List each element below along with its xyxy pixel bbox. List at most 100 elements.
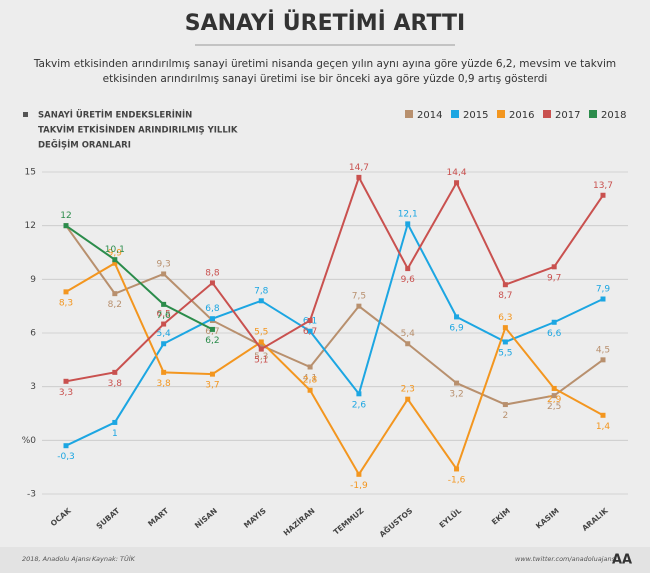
credit: 2018, Anadolu Ajansı xyxy=(22,555,91,563)
point xyxy=(258,343,264,349)
point xyxy=(112,257,118,263)
point xyxy=(551,393,557,399)
series-line xyxy=(65,225,604,406)
value-label: 14,4 xyxy=(447,168,467,178)
point xyxy=(161,271,167,277)
point xyxy=(307,328,313,334)
value-label: 3,3 xyxy=(59,388,73,398)
y-tick-label: 6 xyxy=(30,329,36,339)
value-label: 2 xyxy=(502,411,508,421)
point xyxy=(502,325,508,331)
series-line xyxy=(65,174,604,383)
value-label: 3,2 xyxy=(449,390,463,400)
value-label: 2,8 xyxy=(303,376,318,386)
point xyxy=(258,346,264,352)
point xyxy=(356,303,362,309)
point xyxy=(551,385,557,391)
point xyxy=(209,371,215,377)
value-label: 7,9 xyxy=(596,285,611,295)
point xyxy=(502,282,508,288)
value-label: 6,3 xyxy=(498,313,512,323)
point xyxy=(600,412,606,418)
point xyxy=(112,260,118,266)
point xyxy=(63,378,69,384)
value-label: 4,1 xyxy=(303,373,317,383)
value-label: 7,6 xyxy=(156,311,171,321)
value-label: 7,5 xyxy=(352,292,366,302)
point xyxy=(307,364,313,370)
twitter: www.twitter.com/anadoluajansi xyxy=(515,555,617,563)
value-label: 9,6 xyxy=(401,275,416,285)
value-label: 3,7 xyxy=(205,381,219,391)
title: SANAYİ ÜRETİMİ ARTTI xyxy=(185,10,465,36)
point xyxy=(307,317,313,323)
source: Kaynak: TÜİK xyxy=(92,554,136,563)
legend-label: 2015 xyxy=(463,110,488,121)
value-label: 1 xyxy=(112,429,118,439)
value-label: 5,5 xyxy=(498,348,512,358)
legend-swatch xyxy=(497,110,505,118)
value-label: 6,7 xyxy=(205,327,219,337)
value-label: 6,8 xyxy=(205,304,220,314)
point xyxy=(600,296,606,302)
point xyxy=(112,419,118,425)
point xyxy=(551,319,557,325)
value-label: 2,6 xyxy=(352,400,367,410)
series-line xyxy=(65,224,213,331)
legend-title: DEĞİŞİM ORANLARI xyxy=(38,139,131,151)
value-label: -1,9 xyxy=(350,481,368,491)
point xyxy=(454,380,460,386)
y-tick-label: 15 xyxy=(25,168,36,178)
point xyxy=(258,339,264,345)
point xyxy=(112,291,118,297)
legend-label: 2014 xyxy=(417,110,442,121)
value-label: 6,5 xyxy=(156,310,170,320)
value-label: 6,6 xyxy=(547,329,562,339)
legend-label: 2016 xyxy=(509,110,534,121)
value-label: -1,6 xyxy=(448,475,466,485)
value-label: 14,7 xyxy=(349,163,369,173)
value-label: 5,5 xyxy=(254,327,268,337)
legend-swatch xyxy=(589,110,597,118)
footer-bar xyxy=(0,547,650,573)
point xyxy=(161,341,167,347)
value-label: 8,2 xyxy=(108,300,122,310)
value-label: 9,7 xyxy=(547,273,561,283)
value-label: 5,4 xyxy=(156,329,171,339)
value-label: 7,8 xyxy=(254,286,269,296)
value-label: 10,1 xyxy=(105,245,125,255)
point xyxy=(502,402,508,408)
logo: AA xyxy=(612,553,632,568)
legend-title: SANAYİ ÜRETİM ENDEKSLERİNİN xyxy=(38,110,192,121)
point xyxy=(405,396,411,402)
value-label: 8,3 xyxy=(59,298,73,308)
legend-swatch xyxy=(543,110,551,118)
point xyxy=(454,180,460,186)
legend-swatch xyxy=(405,110,413,118)
value-label: 6,9 xyxy=(449,323,464,333)
point xyxy=(161,369,167,375)
point xyxy=(600,192,606,198)
point xyxy=(405,341,411,347)
point xyxy=(405,221,411,227)
value-label: 4,5 xyxy=(596,345,610,355)
point xyxy=(63,443,69,449)
value-label: 8,8 xyxy=(205,268,220,278)
value-label: 2,5 xyxy=(547,402,561,412)
point xyxy=(551,264,557,270)
value-label: 12 xyxy=(60,211,71,221)
y-tick-label: 12 xyxy=(25,221,36,231)
value-label: 9,3 xyxy=(156,259,170,269)
point xyxy=(209,316,215,322)
value-label: 3,8 xyxy=(156,379,171,389)
y-tick-label: 9 xyxy=(30,275,36,285)
legend-title: TAKVİM ETKİSİNDEN ARINDIRILMIŞ YILLIK xyxy=(38,125,238,136)
legend-label: 2018 xyxy=(601,110,626,121)
subtitle: Takvim etkisinden arındırılmış sanayi ür… xyxy=(33,58,616,70)
legend-bullet xyxy=(23,112,28,117)
value-label: 3,8 xyxy=(108,379,123,389)
value-label: 5,1 xyxy=(254,356,268,366)
y-tick-label: -3 xyxy=(27,490,36,500)
